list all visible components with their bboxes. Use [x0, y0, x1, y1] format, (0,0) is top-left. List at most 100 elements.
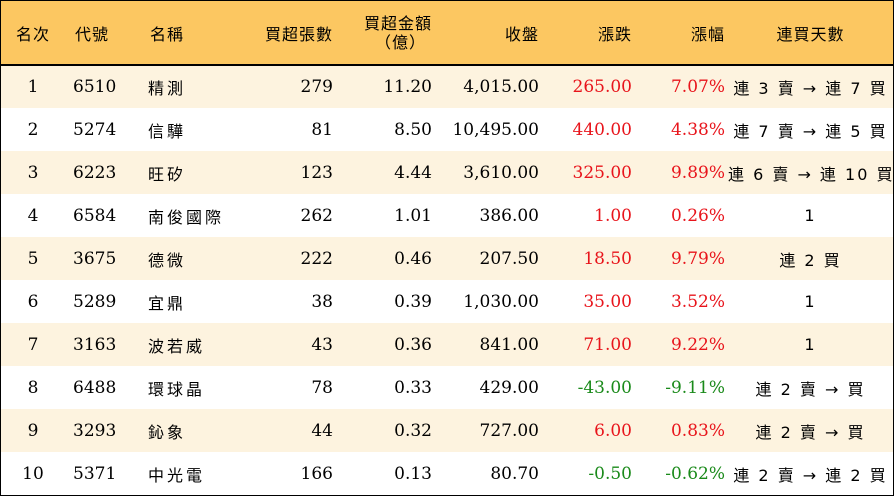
- amount-cell: 0.46: [394, 248, 432, 269]
- table-row: 9 3293 鈊象 44 0.32 727.00 6.00 0.83% 連 2 賣 → 買: [1, 409, 893, 452]
- change-cell: -0.50: [588, 463, 632, 484]
- code-cell: 3293: [73, 420, 117, 441]
- rank-cell: 7: [27, 334, 39, 355]
- volume-cell: 166: [300, 463, 333, 484]
- table-row: 8 6488 環球晶 78 0.33 429.00 -43.00 -9.11% 連 2 賣 → …: [1, 366, 893, 409]
- pct-cell: 3.52%: [670, 291, 725, 312]
- rank-cell: 3: [27, 162, 39, 183]
- amount-cell: 0.33: [394, 377, 432, 398]
- rank-cell: 4: [27, 205, 39, 226]
- pct-cell: -0.62%: [665, 463, 725, 484]
- close-cell: 1,030.00: [463, 291, 539, 312]
- volume-cell: 78: [311, 377, 333, 398]
- amount-cell: 1.01: [394, 205, 432, 226]
- header-close: 收盤: [504, 24, 539, 44]
- days-cell: 連 2 賣 → 買: [755, 422, 866, 442]
- name-cell: 波若威: [148, 336, 206, 356]
- code-cell: 6488: [73, 377, 117, 398]
- volume-cell: 43: [311, 334, 333, 355]
- header-name: 名稱: [150, 24, 185, 44]
- table-body: 1 6510 精測 279 11.20 4,015.00 265.00 7.07% 連 3 賣 …: [1, 64, 893, 495]
- close-cell: 80.70: [490, 463, 539, 484]
- close-cell: 10,495.00: [452, 119, 539, 140]
- change-cell: -43.00: [577, 377, 632, 398]
- code-cell: 5371: [73, 463, 117, 484]
- pct-cell: 9.22%: [670, 334, 725, 355]
- close-cell: 429.00: [479, 377, 539, 398]
- table-row: 4 6584 南俊國際 262 1.01 386.00 1.00 0.26% 1: [1, 194, 893, 237]
- days-cell: 連 2 賣 → 連 2 買: [733, 465, 888, 485]
- rank-cell: 1: [1, 64, 65, 108]
- code-cell: 5289: [73, 291, 117, 312]
- close-cell: 841.00: [479, 334, 539, 355]
- change-cell: 440.00: [572, 119, 632, 140]
- amount-cell: 0.36: [394, 334, 432, 355]
- code-cell: 5274: [73, 119, 117, 140]
- days-cell: 1: [804, 335, 817, 354]
- pct-cell: 7.07%: [635, 64, 728, 108]
- days-cell: 1: [804, 206, 817, 225]
- header-pct: 漲幅: [690, 24, 725, 44]
- days-cell: 連 2 賣 → 買: [755, 379, 866, 399]
- pct-cell: -9.11%: [665, 377, 725, 398]
- amount-cell: 0.39: [394, 291, 432, 312]
- pct-cell: 9.89%: [670, 162, 725, 183]
- table-row: 10 5371 中光電 166 0.13 80.70 -0.50 -0.62% 連 2 賣 → …: [1, 452, 893, 495]
- table-row: 6 5289 宜鼎 38 0.39 1,030.00 35.00 3.52% 1: [1, 280, 893, 323]
- volume-cell: 81: [311, 119, 333, 140]
- close-cell: 4,015.00: [435, 64, 542, 108]
- volume-cell: 279: [250, 64, 336, 108]
- change-cell: 35.00: [583, 291, 632, 312]
- rank-cell: 10: [22, 463, 44, 484]
- code-cell: 3163: [73, 334, 117, 355]
- code-cell: 6510: [65, 64, 140, 108]
- header-row: 名次 代號 名稱 買超張數 買超金額 （億） 收盤 漲跌 漲幅 連買天數: [1, 1, 893, 65]
- rank-cell: 5: [27, 248, 39, 269]
- name-cell: 旺矽: [148, 164, 187, 184]
- header-change: 漲跌: [597, 24, 632, 44]
- amount-cell: 11.20: [336, 64, 435, 108]
- pct-cell: 0.83%: [670, 420, 725, 441]
- rank-cell: 6: [27, 291, 39, 312]
- table-row: 2 5274 信驊 81 8.50 10,495.00 440.00 4.38% 連 7 賣 →…: [1, 108, 893, 151]
- header-code: 代號: [75, 24, 110, 44]
- name-cell: 精測: [140, 64, 250, 108]
- header-days: 連買天數: [776, 24, 845, 44]
- name-cell: 環球晶: [148, 379, 206, 399]
- code-cell: 3675: [73, 248, 117, 269]
- rank-cell: 9: [27, 420, 39, 441]
- pct-cell: 0.26%: [670, 205, 725, 226]
- name-cell: 中光電: [148, 465, 206, 485]
- table-row: 5 3675 德微 222 0.46 207.50 18.50 9.79% 連 2 買: [1, 237, 893, 280]
- name-cell: 鈊象: [148, 422, 187, 442]
- table-row: 3 6223 旺矽 123 4.44 3,610.00 325.00 9.89% 連 6 賣 →…: [1, 151, 893, 194]
- amount-cell: 8.50: [394, 119, 432, 140]
- volume-cell: 38: [311, 291, 333, 312]
- amount-cell: 0.13: [394, 463, 432, 484]
- header-amount: 買超金額 （億）: [336, 1, 435, 65]
- close-cell: 207.50: [479, 248, 539, 269]
- header-volume: 買超張數: [264, 24, 333, 44]
- close-cell: 386.00: [479, 205, 539, 226]
- close-cell: 727.00: [479, 420, 539, 441]
- volume-cell: 262: [300, 205, 333, 226]
- change-cell: 18.50: [583, 248, 632, 269]
- pct-cell: 4.38%: [670, 119, 725, 140]
- change-cell: 325.00: [572, 162, 632, 183]
- code-cell: 6223: [73, 162, 117, 183]
- header-amount-line2: （億）: [374, 32, 426, 52]
- name-cell: 德微: [148, 250, 187, 270]
- volume-cell: 123: [300, 162, 333, 183]
- name-cell: 南俊國際: [148, 207, 225, 227]
- table-row: 7 3163 波若威 43 0.36 841.00 71.00 9.22% 1: [1, 323, 893, 366]
- days-cell: 連 2 買: [779, 250, 842, 270]
- amount-cell: 0.32: [394, 420, 432, 441]
- code-cell: 6584: [73, 205, 117, 226]
- pct-cell: 9.79%: [670, 248, 725, 269]
- rank-cell: 8: [27, 377, 39, 398]
- table-row: 1 6510 精測 279 11.20 4,015.00 265.00 7.07% 連 3 賣 …: [1, 64, 893, 108]
- volume-cell: 44: [311, 420, 333, 441]
- days-cell: 1: [804, 292, 817, 311]
